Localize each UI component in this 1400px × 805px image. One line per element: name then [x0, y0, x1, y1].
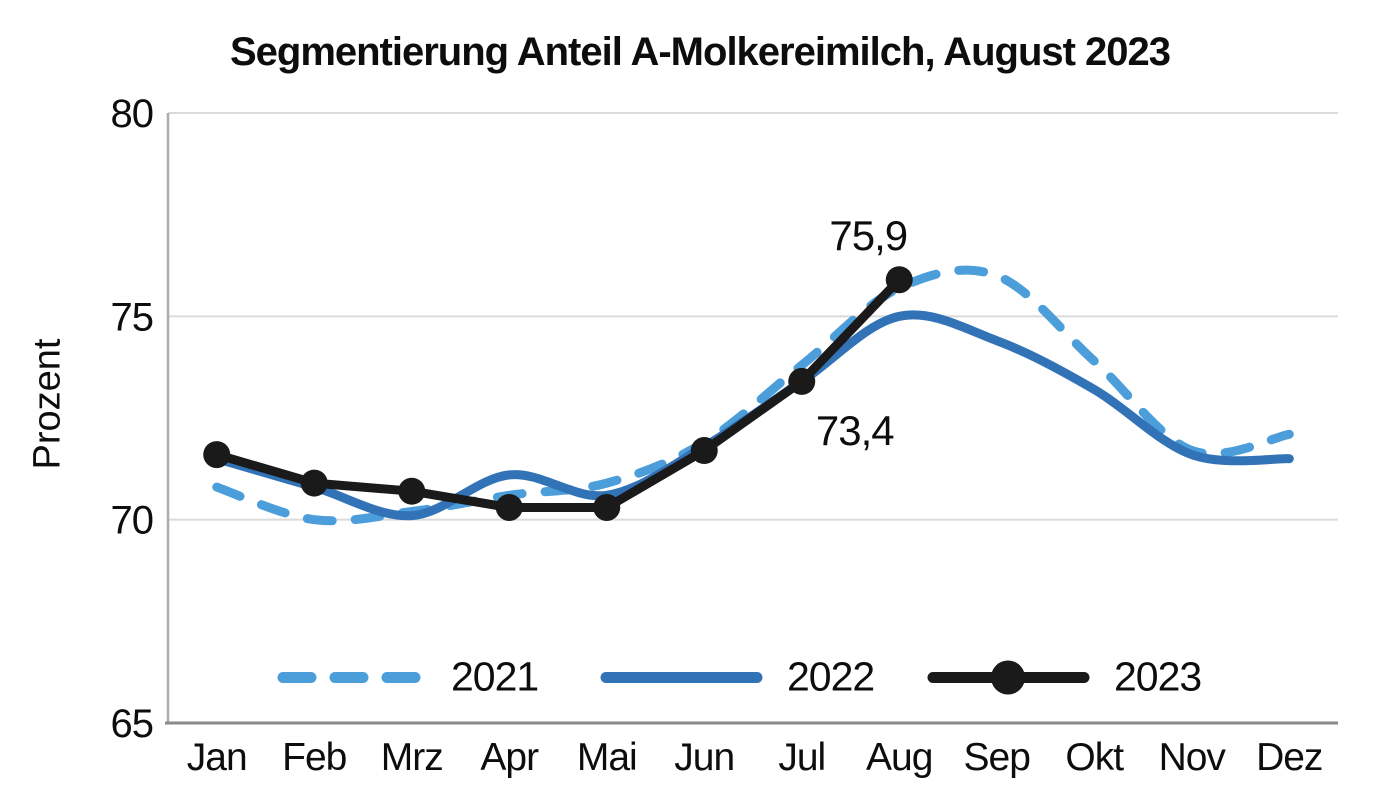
- legend-item-2021: 2021: [277, 653, 539, 701]
- x-tick-label: Mai: [577, 736, 637, 779]
- legend-item-2022: 2022: [600, 653, 875, 701]
- x-tick-label: Jun: [674, 736, 734, 779]
- x-tick-label: Aug: [866, 736, 932, 779]
- data-point-marker: [203, 441, 231, 469]
- data-point-marker: [495, 493, 523, 521]
- chart-title: Segmentierung Anteil A-Molkereimilch, Au…: [229, 30, 1171, 74]
- x-tick-label: Jul: [778, 736, 825, 779]
- y-tick-label: 75: [111, 295, 154, 339]
- x-tick-label: Jan: [187, 736, 247, 779]
- series-line-2023: [212, 275, 904, 512]
- y-tick-label: 80: [111, 92, 154, 136]
- legend-label-2022: 2022: [787, 653, 875, 700]
- data-point-marker: [398, 477, 426, 505]
- data-point-marker: [690, 437, 718, 465]
- data-point-marker: [885, 266, 913, 294]
- dashed-line-swatch-icon: [277, 671, 427, 683]
- x-tick-label: Okt: [1065, 736, 1124, 779]
- legend-label-2021: 2021: [451, 653, 539, 700]
- x-tick-label: Dez: [1256, 736, 1322, 779]
- x-tick-label: Apr: [480, 736, 539, 779]
- value-label-0: 75,9: [829, 211, 908, 259]
- data-point-marker: [593, 493, 621, 521]
- x-tick-label: Mrz: [381, 736, 443, 779]
- data-point-marker: [788, 367, 816, 395]
- series-line-2021: [212, 265, 1294, 526]
- y-tick-label: 65: [111, 702, 154, 746]
- x-tick-label: Feb: [282, 736, 347, 779]
- x-tick-label: Sep: [964, 736, 1031, 779]
- line-with-marker-swatch-icon: [927, 660, 1090, 694]
- y-tick-label: 70: [111, 499, 154, 543]
- x-tick-label: Nov: [1159, 736, 1227, 779]
- data-point-marker: [300, 469, 328, 497]
- y-axis-label: Prozent: [26, 338, 69, 470]
- value-label-1: 73,4: [815, 407, 895, 455]
- legend-item-2023: 2023: [927, 653, 1202, 701]
- solid-line-swatch-icon: [600, 671, 763, 683]
- legend-label-2023: 2023: [1114, 653, 1202, 700]
